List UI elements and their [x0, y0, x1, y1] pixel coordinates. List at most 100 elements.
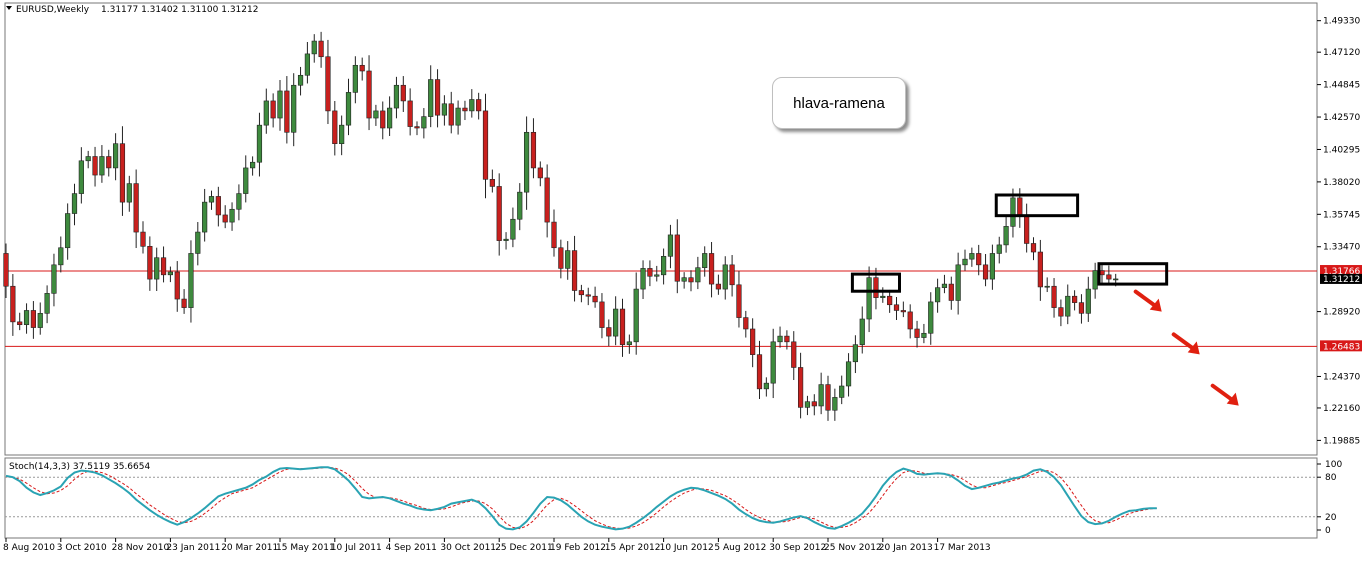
bull-candle	[99, 156, 105, 176]
bull-candle	[681, 277, 687, 282]
bear-candle	[270, 100, 276, 119]
bear-candle	[743, 317, 749, 330]
current-price-label: 1.31212	[1323, 275, 1360, 285]
price-tick-label: 1.22160	[1323, 404, 1360, 414]
bear-candle	[400, 84, 406, 102]
bull-candle	[695, 267, 701, 283]
bull-candle	[934, 287, 941, 303]
bear-candle	[1058, 307, 1064, 317]
pattern-box	[850, 272, 902, 293]
bear-candle	[907, 311, 913, 330]
bear-candle	[791, 341, 797, 368]
bull-candle	[866, 277, 872, 320]
stoch-pane: 100 80 20 0 Stoch(14,3,3) 37.5119 35.6654	[4, 457, 1342, 539]
bull-candle	[845, 361, 852, 387]
bull-candle	[1092, 270, 1098, 290]
time-tick-label: 10 Jun 2012	[660, 543, 714, 553]
bull-candle	[202, 201, 208, 233]
bull-candle	[44, 293, 50, 314]
bear-candle	[887, 295, 893, 306]
bear-candle	[544, 177, 550, 223]
time-tick-label: 28 Nov 2010	[112, 543, 170, 553]
bull-candle	[763, 382, 769, 390]
bull-candle	[37, 313, 43, 328]
price-tick-label: 1.28920	[1323, 308, 1360, 318]
bull-candle	[613, 308, 619, 337]
bull-candle	[373, 110, 379, 119]
bull-candle	[441, 103, 448, 116]
price-tick-label: 1.33470	[1323, 243, 1360, 253]
bull-candle	[962, 258, 968, 266]
bear-candle	[900, 310, 906, 313]
time-tick-label: 5 Aug 2012	[714, 543, 766, 553]
bull-candle	[777, 335, 783, 343]
bull-candle	[1113, 278, 1119, 281]
bear-candle	[578, 290, 584, 296]
time-tick-label: 10 Jul 2011	[331, 543, 382, 553]
bear-candle	[318, 40, 324, 58]
bear-candle	[92, 156, 98, 176]
bear-candle	[332, 110, 338, 144]
time-tick-label: 23 Jan 2011	[166, 543, 220, 553]
price-tick-label: 1.19885	[1323, 436, 1360, 446]
bear-candle	[873, 277, 879, 298]
pattern-box	[994, 193, 1080, 218]
bull-candle	[859, 318, 865, 345]
head-shoulders-boxes	[850, 193, 1169, 293]
bull-candle	[229, 208, 235, 223]
red-arrow-head	[1149, 298, 1162, 312]
bear-candle	[688, 277, 694, 283]
bull-candle	[243, 167, 249, 194]
bear-candle	[599, 301, 605, 328]
bear-candle	[380, 110, 386, 129]
main-pane: 1.49330 1.47120 1.44845 1.42570 1.40295 1.380…	[3, 2, 1362, 456]
stoch-main-line	[5, 466, 1157, 531]
bear-candle	[160, 257, 167, 276]
level-tag	[1320, 265, 1362, 277]
pattern-callout: hlava-ramena	[772, 77, 906, 129]
bull-candle	[352, 64, 358, 93]
bull-candle	[503, 238, 509, 241]
bull-candle	[640, 268, 646, 290]
bear-candle	[606, 327, 612, 337]
bull-candle	[167, 271, 174, 276]
bear-candle	[1051, 285, 1057, 308]
bull-candle	[71, 193, 78, 214]
time-tick-label: 30 Sep 2012	[769, 543, 826, 553]
bull-candle	[236, 193, 242, 210]
bear-candle	[434, 79, 441, 116]
bear-candle	[133, 183, 139, 233]
time-tick-label: 19 Feb 2012	[550, 543, 606, 553]
bear-candle	[729, 264, 735, 286]
bull-candle	[633, 288, 639, 343]
bull-candle	[996, 244, 1002, 254]
bear-candle	[174, 271, 180, 300]
bear-candle	[592, 295, 598, 303]
bull-candle	[667, 234, 674, 257]
pattern-callout-text: hlava-ramena	[793, 94, 885, 112]
bull-candle	[58, 247, 64, 266]
bull-candle	[250, 161, 256, 169]
bull-candle	[941, 283, 948, 288]
bull-candle	[880, 295, 886, 298]
bull-candle	[51, 264, 57, 294]
bull-candle	[722, 264, 728, 290]
bear-candle	[558, 247, 564, 269]
time-tick-label: 4 Sep 2011	[386, 543, 437, 553]
bear-candle	[797, 367, 804, 408]
bull-candle	[1010, 197, 1016, 227]
bull-candle	[654, 274, 660, 277]
time-tick-label: 15 May 2011	[276, 543, 335, 553]
price-axis: 1.49330 1.47120 1.44845 1.42570 1.40295 1.380…	[1317, 17, 1360, 446]
stoch-axis: 100 80 20 0	[5, 460, 1342, 536]
bear-candle	[982, 264, 989, 280]
bear-candle	[448, 103, 454, 126]
bear-candle	[482, 110, 489, 180]
level-tag-label: 1.26483	[1323, 342, 1360, 352]
bull-candle	[517, 191, 523, 220]
bull-candle	[1085, 288, 1091, 314]
chart-menu-triangle-icon[interactable]	[6, 6, 12, 10]
bull-candle	[339, 124, 345, 144]
